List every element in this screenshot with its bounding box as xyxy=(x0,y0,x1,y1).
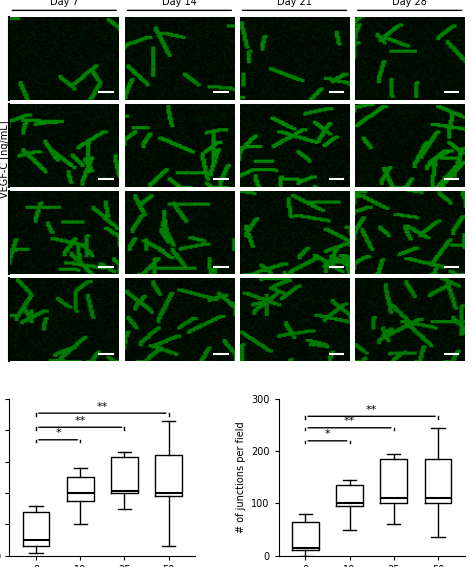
Text: *: * xyxy=(325,429,330,439)
Text: **: ** xyxy=(97,401,108,412)
Text: VEGF-C [ng/mL]: VEGF-C [ng/mL] xyxy=(0,120,10,197)
Y-axis label: # of junctions per field: # of junctions per field xyxy=(236,421,246,533)
Text: Day 21: Day 21 xyxy=(277,0,312,7)
Text: Day 7: Day 7 xyxy=(50,0,79,7)
Text: Day 28: Day 28 xyxy=(392,0,427,7)
Text: *: * xyxy=(55,428,61,438)
Text: **: ** xyxy=(344,416,355,426)
Text: **: ** xyxy=(366,405,377,414)
Text: **: ** xyxy=(74,416,86,426)
Text: Day 14: Day 14 xyxy=(162,0,197,7)
